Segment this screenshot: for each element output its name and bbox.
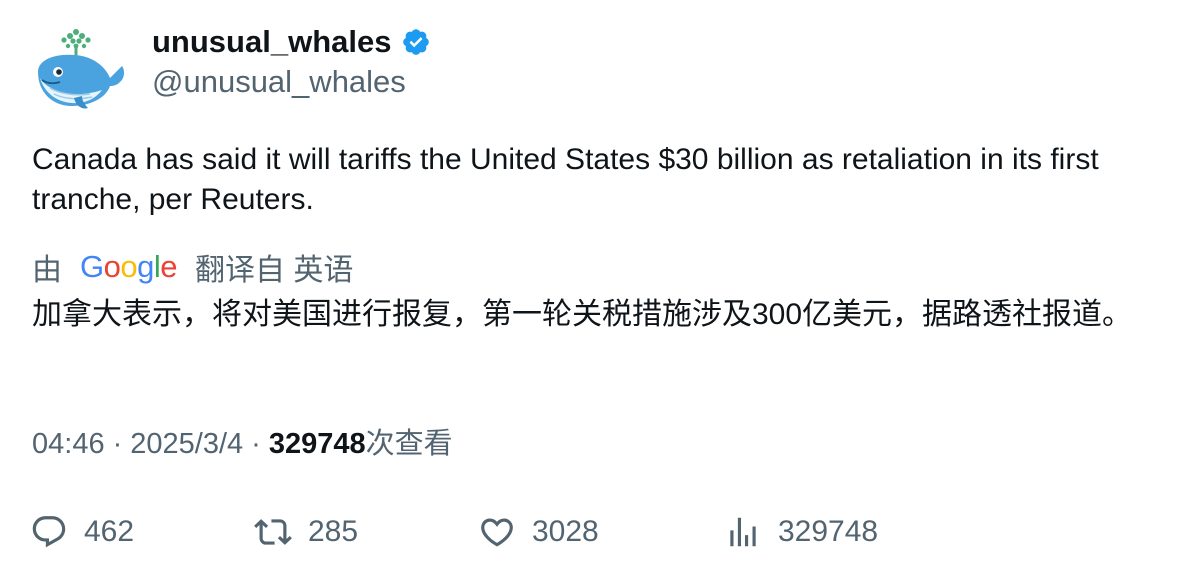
reply-button[interactable]: 462	[30, 508, 134, 556]
retweet-button[interactable]: 285	[254, 508, 358, 556]
retweet-count: 285	[308, 515, 359, 548]
avatar[interactable]	[30, 26, 126, 112]
google-letter: G	[80, 249, 104, 284]
meta-separator: ·	[251, 428, 261, 460]
like-button[interactable]: 3028	[478, 508, 599, 556]
whale-icon	[38, 29, 125, 109]
google-letter: g	[137, 249, 154, 284]
action-bar: 462 285 3028 329748	[30, 508, 1170, 556]
tweet-meta: 04:46 · 2025/3/4 · 329748 次查看	[32, 424, 453, 464]
author-handle[interactable]: @unusual_whales	[152, 64, 406, 99]
reply-count: 462	[84, 515, 135, 548]
author-name-row[interactable]: unusual_whales	[152, 22, 431, 62]
meta-separator: ·	[112, 428, 123, 460]
like-count: 3028	[532, 515, 599, 548]
display-name[interactable]: unusual_whales	[152, 24, 392, 59]
retweet-icon	[254, 519, 292, 545]
analytics-icon	[730, 517, 756, 547]
views-label: 次查看	[365, 428, 453, 460]
tweet-time[interactable]: 04:46	[32, 428, 105, 460]
translation-prefix: 由	[32, 254, 62, 287]
google-letter: o	[103, 249, 121, 284]
verified-badge-icon	[401, 27, 431, 57]
reply-icon	[32, 516, 66, 548]
translation-suffix: 翻译自 英语	[195, 254, 354, 287]
google-letter: l	[153, 249, 161, 284]
views-action-count: 329748	[778, 515, 879, 548]
google-logo: Google	[80, 249, 178, 285]
translated-text: 加拿大表示，将对美国进行报复，第一轮关税措施涉及300亿美元，据路透社报道。	[32, 298, 1133, 331]
views-button[interactable]: 329748	[724, 508, 878, 556]
tweet-date[interactable]: 2025/3/4	[130, 428, 244, 460]
google-letter: o	[120, 249, 138, 284]
translation-attribution: 由 Google 翻译自 英语	[32, 246, 353, 288]
tweet-text: Canada has said it will tariffs the Unit…	[32, 143, 1099, 216]
views-count: 329748	[268, 428, 366, 460]
google-letter: e	[160, 249, 178, 284]
heart-icon	[481, 518, 513, 547]
